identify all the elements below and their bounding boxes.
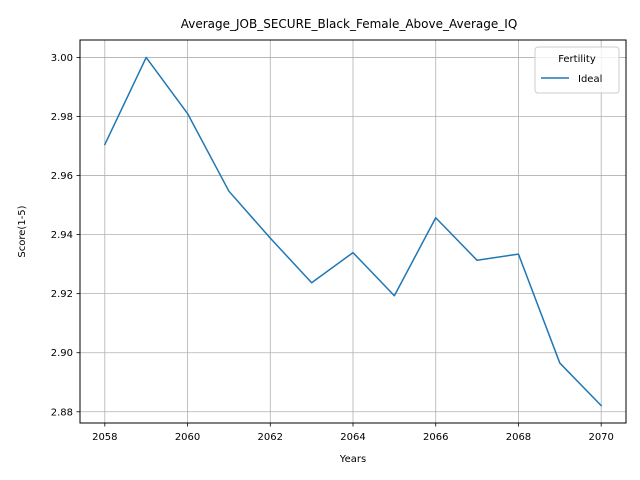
x-tick-label: 2058 [92,432,117,443]
y-tick-label: 2.94 [51,230,73,241]
y-tick-label: 2.96 [51,171,73,182]
series-line-ideal [103,56,603,407]
grid [80,40,626,423]
legend-label-ideal: Ideal [578,74,602,85]
x-tick-label: 2064 [340,432,365,443]
legend-title: Fertility [558,54,596,65]
x-tick-label: 2068 [506,432,531,443]
y-tick-label: 2.88 [51,407,73,418]
legend-box [534,46,620,94]
y-tick-label: 2.98 [51,112,73,123]
y-axis-label: Score(1-5) [17,205,28,257]
y-tick-label: 2.90 [51,348,73,359]
x-tick-label: 2066 [423,432,448,443]
x-tick-label: 2060 [175,432,200,443]
x-axis-label: Years [339,454,366,465]
x-axis: 2058 2060 2062 2064 2066 2068 2070 [92,423,614,443]
legend: Fertility Ideal [534,46,620,94]
y-tick-label: 2.92 [51,289,73,300]
y-axis: 2.88 2.90 2.92 2.94 2.96 2.98 3.00 [51,53,80,418]
y-tick-label: 3.00 [51,53,73,64]
x-tick-label: 2062 [258,432,283,443]
series-layer [103,56,603,407]
chart-title: Average_JOB_SECURE_Black_Female_Above_Av… [181,17,518,31]
x-tick-label: 2070 [588,432,613,443]
